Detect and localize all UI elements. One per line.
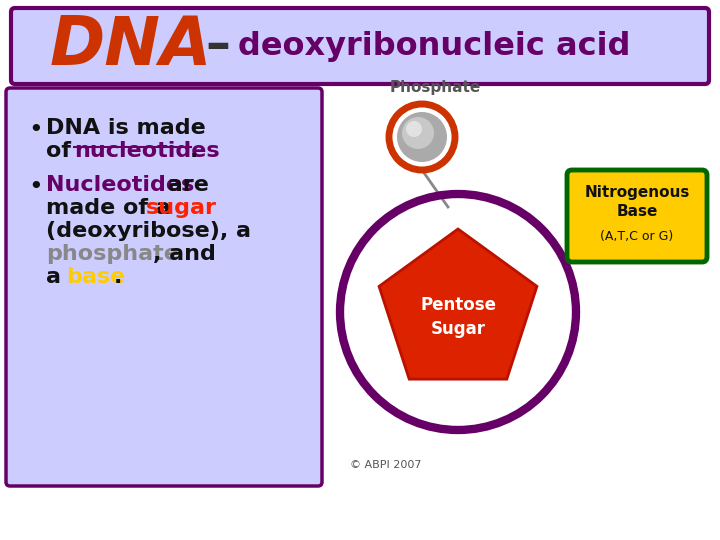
Text: Phosphate: Phosphate — [390, 80, 481, 95]
Text: (A,T,C or G): (A,T,C or G) — [600, 230, 674, 243]
Text: deoxyribonucleic acid: deoxyribonucleic acid — [238, 30, 631, 62]
Text: a: a — [46, 267, 68, 287]
Text: DNA is made: DNA is made — [46, 118, 206, 138]
Text: © ABPI 2007: © ABPI 2007 — [350, 460, 421, 470]
Text: Nucleotides: Nucleotides — [46, 175, 194, 195]
Text: phosphate: phosphate — [46, 244, 179, 264]
Text: made of a: made of a — [46, 198, 179, 218]
Polygon shape — [379, 229, 537, 379]
Text: •: • — [28, 175, 42, 199]
Text: , and: , and — [153, 244, 216, 264]
Text: –: – — [205, 22, 230, 70]
Text: (deoxyribose), a: (deoxyribose), a — [46, 221, 251, 241]
FancyBboxPatch shape — [6, 88, 322, 486]
Text: nucleotides: nucleotides — [74, 141, 220, 161]
Text: sugar: sugar — [146, 198, 217, 218]
Text: Nitrogenous
Base: Nitrogenous Base — [585, 185, 690, 219]
Circle shape — [406, 121, 422, 137]
Text: of: of — [46, 141, 78, 161]
Text: DNA: DNA — [50, 13, 212, 79]
Circle shape — [397, 112, 447, 162]
Circle shape — [402, 117, 434, 149]
Text: are: are — [160, 175, 209, 195]
Text: .: . — [114, 267, 122, 287]
FancyBboxPatch shape — [11, 8, 709, 84]
FancyBboxPatch shape — [567, 170, 707, 262]
Text: base: base — [66, 267, 125, 287]
Text: Pentose
Sugar: Pentose Sugar — [420, 296, 496, 338]
Text: •: • — [28, 118, 42, 142]
Text: .: . — [190, 141, 199, 161]
